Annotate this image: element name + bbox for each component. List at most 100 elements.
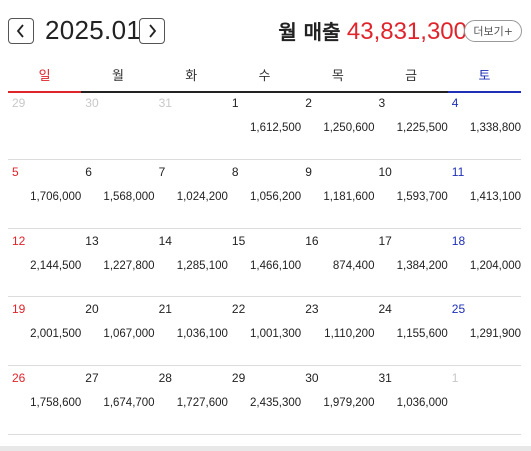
day-number: 8 <box>231 164 239 179</box>
day-number: 28 <box>158 371 172 386</box>
day-number: 1 <box>231 96 239 110</box>
day-sales-amount: 1,413,100 <box>469 190 522 203</box>
calendar-day-cell[interactable]: 30 1,979,200 <box>301 366 375 435</box>
day-sales-amount: 1,204,000 <box>469 259 522 272</box>
calendar-day-cell[interactable]: 27 1,674,700 <box>81 366 155 435</box>
day-sales-amount: 1,036,100 <box>176 328 228 341</box>
day-sales-amount: 2,435,300 <box>250 397 302 410</box>
day-sales-amount: 1,758,600 <box>30 397 82 410</box>
calendar-day-cell[interactable]: 5 1,706,000 <box>8 160 82 229</box>
day-number: 9 <box>305 164 312 179</box>
day-number: 25 <box>451 302 466 317</box>
day-number: 10 <box>378 164 392 179</box>
calendar-day-cell[interactable]: 1 1,612,500 <box>227 91 302 160</box>
day-number: 18 <box>451 233 466 248</box>
day-sales-amount: 1,155,600 <box>396 328 448 341</box>
day-sales-amount: 1,979,200 <box>323 397 375 410</box>
calendar-day-cell[interactable]: 2 1,250,600 <box>301 91 375 160</box>
day-sales-amount: 1,024,200 <box>176 190 228 203</box>
month-title: 2025.01 <box>45 15 142 45</box>
calendar-day-cell[interactable]: 18 1,204,000 <box>447 229 522 298</box>
calendar-day-cell[interactable]: 6 1,568,000 <box>81 160 155 229</box>
calendar-day-cell[interactable]: 7 1,024,200 <box>154 160 228 229</box>
monthly-sales: 월 매출 43,831,300 <box>278 16 467 46</box>
day-sales-amount: 1,291,900 <box>469 328 522 341</box>
chevron-left-icon <box>16 24 24 38</box>
day-sales-amount: 1,250,600 <box>323 122 375 134</box>
calendar-day-cell[interactable]: 4 1,338,800 <box>447 91 522 160</box>
calendar-day-cell[interactable]: 24 1,155,600 <box>374 297 448 367</box>
day-sales-amount: 1,067,000 <box>103 328 155 341</box>
day-sales-amount: 1,593,700 <box>396 190 448 203</box>
day-number: 3 <box>378 96 386 110</box>
calendar-day-cell[interactable]: 26 1,758,600 <box>8 366 82 435</box>
day-number: 30 <box>305 371 319 386</box>
day-number: 12 <box>12 233 26 248</box>
day-sales-amount: 1,225,500 <box>396 122 448 134</box>
calendar-day-cell[interactable]: 14 1,285,100 <box>154 229 228 298</box>
day-sales-amount: 1,384,200 <box>396 259 448 272</box>
calendar-day-cell[interactable]: 31 1,036,000 <box>374 366 448 435</box>
day-number: 31 <box>158 96 172 110</box>
day-number: 26 <box>12 371 26 386</box>
day-number: 20 <box>85 302 99 317</box>
calendar-header: 2025.01 월 매출 43,831,300 더보기+ <box>0 0 531 64</box>
calendar-day-cell[interactable]: 28 1,727,600 <box>154 366 228 435</box>
prev-month-button[interactable] <box>8 18 34 44</box>
calendar-day-cell[interactable]: 29 2,435,300 <box>227 366 302 435</box>
weekday-saturday: 토 <box>447 66 522 93</box>
day-sales-amount: 1,727,600 <box>176 397 228 410</box>
calendar-day-cell[interactable]: 30 <box>81 91 155 160</box>
day-sales-amount: 1,181,600 <box>323 190 375 203</box>
monthly-sales-value: 43,831,300 <box>346 18 467 45</box>
calendar-day-cell[interactable]: 23 1,110,200 <box>301 297 375 367</box>
calendar-day-cell[interactable]: 3 1,225,500 <box>374 91 448 160</box>
day-sales-amount: 2,001,500 <box>30 328 82 341</box>
calendar-day-cell[interactable]: 25 1,291,900 <box>447 297 522 367</box>
calendar-day-cell[interactable]: 10 1,593,700 <box>374 160 448 229</box>
day-number: 6 <box>85 164 92 179</box>
day-number: 24 <box>378 302 392 317</box>
day-number: 19 <box>12 302 26 317</box>
calendar-day-cell[interactable]: 21 1,036,100 <box>154 297 228 367</box>
next-month-button[interactable] <box>139 18 165 44</box>
calendar-day-cell[interactable]: 16 874,400 <box>301 229 375 298</box>
calendar-day-cell[interactable]: 31 <box>154 91 228 160</box>
calendar-day-cell[interactable]: 9 1,181,600 <box>301 160 375 229</box>
day-sales-amount: 1,227,800 <box>103 259 155 272</box>
calendar-day-cell[interactable]: 1 <box>447 366 522 435</box>
day-sales-amount: 1,110,200 <box>324 328 375 341</box>
day-number: 17 <box>378 233 392 248</box>
day-number: 29 <box>231 371 246 386</box>
calendar-day-cell[interactable]: 22 1,001,300 <box>227 297 302 367</box>
day-number: 29 <box>12 96 26 110</box>
calendar-day-cell[interactable]: 20 1,067,000 <box>81 297 155 367</box>
calendar-day-cell[interactable]: 11 1,413,100 <box>447 160 522 229</box>
day-sales-amount: 874,400 <box>332 259 375 272</box>
weekday-friday: 금 <box>405 69 418 84</box>
day-sales-amount: 1,706,000 <box>30 190 82 203</box>
more-button[interactable]: 더보기+ <box>464 20 522 42</box>
calendar-day-cell[interactable]: 8 1,056,200 <box>227 160 302 229</box>
day-number: 23 <box>305 302 319 317</box>
chevron-right-icon <box>149 24 157 38</box>
weekday-tuesday: 화 <box>185 69 198 84</box>
day-number: 27 <box>85 371 99 386</box>
calendar-day-cell[interactable]: 15 1,466,100 <box>227 229 302 298</box>
calendar-day-cell[interactable]: 19 2,001,500 <box>8 297 82 367</box>
calendar-day-cell[interactable]: 17 1,384,200 <box>374 229 448 298</box>
calendar-day-cell[interactable]: 29 <box>8 91 82 160</box>
day-number: 21 <box>158 302 172 317</box>
day-sales-amount: 1,036,000 <box>396 397 448 410</box>
day-number: 11 <box>451 164 465 179</box>
day-sales-amount: 1,568,000 <box>103 190 155 203</box>
day-sales-amount: 2,144,500 <box>30 259 82 272</box>
day-sales-amount: 1,612,500 <box>250 122 302 134</box>
footer-divider <box>0 446 531 451</box>
calendar-day-cell[interactable]: 13 1,227,800 <box>81 229 155 298</box>
day-number: 1 <box>451 371 459 386</box>
day-sales-amount: 1,338,800 <box>469 122 522 134</box>
calendar-day-cell[interactable]: 12 2,144,500 <box>8 229 82 298</box>
day-sales-amount: 1,466,100 <box>250 259 302 272</box>
weekday-monday: 월 <box>111 69 124 84</box>
